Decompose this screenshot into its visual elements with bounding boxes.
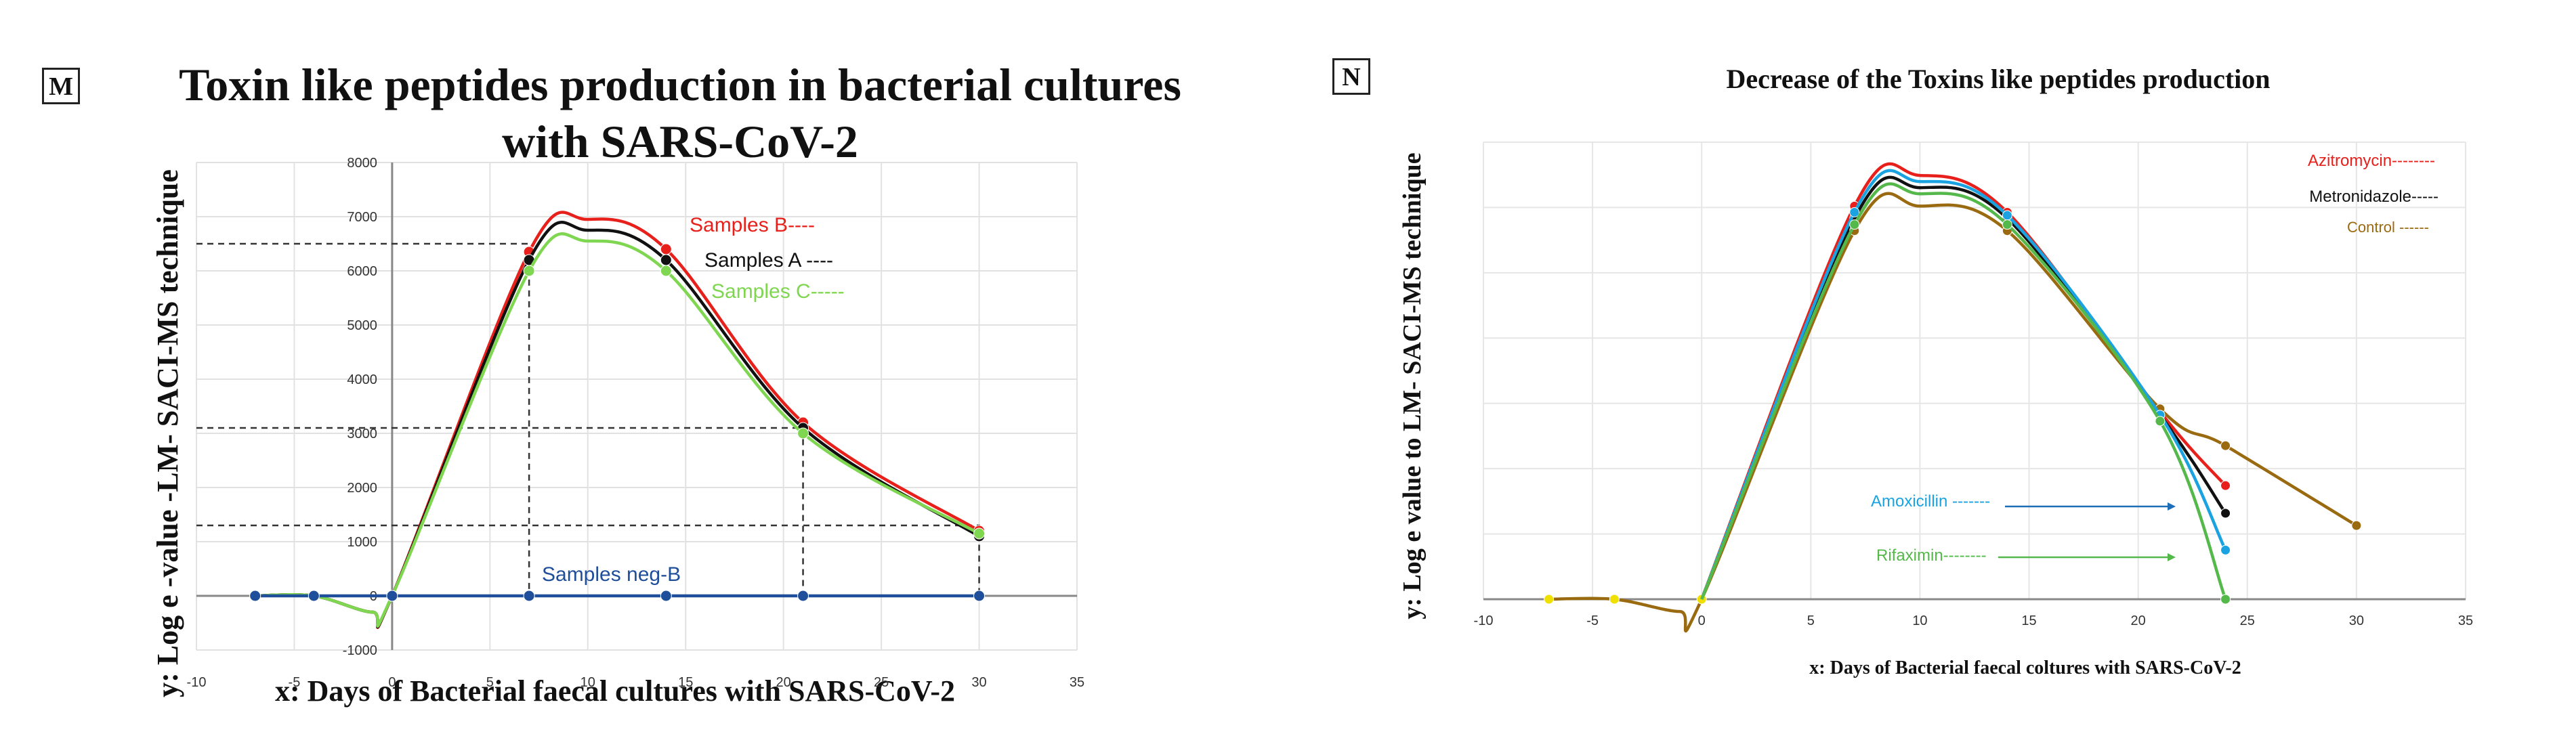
right-x-tick-label: 20 bbox=[2131, 613, 2146, 628]
left-y-tick-label: 7000 bbox=[347, 210, 377, 225]
left-point-s2 bbox=[523, 265, 535, 277]
left-x-axis-label: x: Days of Bacterial faecal cultures wit… bbox=[275, 674, 955, 708]
right-point-s2 bbox=[2351, 520, 2362, 531]
left-series-label: Samples neg-B bbox=[542, 563, 681, 586]
right-title: Decrease of the Toxins like peptides pro… bbox=[1726, 64, 2270, 94]
right-point-s0 bbox=[2220, 480, 2231, 491]
left-point-s2 bbox=[797, 427, 809, 439]
left-x-tick-label: 15 bbox=[678, 675, 693, 690]
right-arrowhead-rifaximin bbox=[2168, 553, 2176, 561]
left-x-tick-label: 25 bbox=[874, 675, 889, 690]
right-x-axis-label: x: Days of Bacterial faecal coltures wit… bbox=[1809, 657, 2241, 678]
right-point-s3 bbox=[2002, 210, 2012, 221]
left-x-tick-label: -10 bbox=[187, 675, 207, 690]
left-x-tick-label: 10 bbox=[580, 675, 595, 690]
left-y-tick-label: 4000 bbox=[347, 372, 377, 387]
left-y-tick-label: 2000 bbox=[347, 481, 377, 496]
left-point-s3 bbox=[308, 590, 320, 602]
right-series-label: Azitromycin-------- bbox=[2308, 152, 2435, 170]
left-y-tick-label: 1000 bbox=[347, 535, 377, 550]
right-y-axis-label: y: Log e value to LM- SACI-MS technique bbox=[1398, 152, 1427, 619]
left-series-line-2 bbox=[255, 232, 980, 628]
left-y-tick-label: -1000 bbox=[343, 643, 377, 658]
right-point-s1 bbox=[2220, 508, 2231, 519]
right-x-tick-label: -10 bbox=[1474, 613, 1494, 628]
left-series-label: Samples B---- bbox=[690, 214, 815, 236]
left-y-axis-label: y: Log e -value -LM- SACI-MS technique bbox=[151, 169, 184, 697]
right-point-s4 bbox=[2220, 594, 2231, 605]
right-series-label: Rifaximin-------- bbox=[1876, 546, 1987, 565]
left-reference-line bbox=[196, 242, 530, 596]
left-point-s3 bbox=[660, 590, 672, 602]
right-point-s2 bbox=[1609, 594, 1620, 605]
right-point-s4 bbox=[2002, 219, 2012, 230]
right-x-tick-label: 15 bbox=[2021, 613, 2036, 628]
left-y-tick-label: 8000 bbox=[347, 156, 377, 171]
right-series-line-2 bbox=[1548, 192, 2358, 633]
left-point-s1 bbox=[660, 254, 672, 266]
left-x-tick-label: 35 bbox=[1070, 675, 1084, 690]
right-series-label: Amoxicillin ------- bbox=[1871, 492, 1990, 511]
left-x-tick-label: -5 bbox=[289, 675, 301, 690]
left-point-s3 bbox=[386, 590, 398, 602]
panel-m-tag: M bbox=[42, 68, 80, 104]
right-x-tick-label: 30 bbox=[2349, 613, 2364, 628]
panel-n-tag: N bbox=[1332, 58, 1370, 95]
left-series-label: Samples A ---- bbox=[704, 249, 833, 272]
right-point-s4 bbox=[1849, 219, 1860, 230]
left-point-s0 bbox=[660, 243, 672, 255]
right-x-tick-label: -5 bbox=[1586, 613, 1599, 628]
right-point-s2 bbox=[2220, 440, 2231, 451]
right-arrowhead-amoxicillin bbox=[2168, 502, 2176, 511]
left-y-tick-label: 3000 bbox=[347, 427, 377, 441]
right-x-tick-label: 0 bbox=[1698, 613, 1706, 628]
left-x-tick-label: 5 bbox=[486, 675, 494, 690]
left-x-tick-label: 30 bbox=[971, 675, 986, 690]
left-point-s2 bbox=[660, 265, 672, 277]
left-x-tick-label: 0 bbox=[388, 675, 396, 690]
right-x-tick-label: 10 bbox=[1912, 613, 1927, 628]
left-y-tick-label: 5000 bbox=[347, 318, 377, 333]
right-point-s3 bbox=[1849, 207, 1860, 217]
right-chart-area: -10 -5 0 5 10 15 20 25 30 35 Azitromycin-------- Me… bbox=[1474, 142, 2473, 633]
right-point-s2 bbox=[1544, 594, 1555, 605]
left-chart-area: -10-505101520253035-10000100020003000400… bbox=[187, 156, 1085, 690]
left-point-s3 bbox=[797, 590, 809, 602]
left-point-s2 bbox=[973, 527, 986, 540]
right-series-label: Metronidazole----- bbox=[2309, 188, 2438, 206]
right-series-line-4 bbox=[1700, 182, 2227, 600]
left-title-line1: Toxin like peptides production in bacter… bbox=[179, 59, 1181, 110]
left-series-label: Samples C----- bbox=[711, 280, 845, 303]
left-title-line2: with SARS-CoV-2 bbox=[502, 116, 858, 167]
right-point-s3 bbox=[2220, 544, 2231, 555]
left-point-s3 bbox=[523, 590, 535, 602]
right-series-label: Control ------ bbox=[2347, 219, 2429, 236]
left-reference-line bbox=[196, 427, 804, 596]
right-x-tick-label: 35 bbox=[2458, 613, 2473, 628]
left-point-s3 bbox=[249, 590, 261, 602]
left-point-s3 bbox=[973, 590, 986, 602]
right-point-s4 bbox=[2155, 416, 2166, 427]
right-x-tick-label: 25 bbox=[2240, 613, 2255, 628]
left-x-tick-label: 20 bbox=[776, 675, 791, 690]
right-x-tick-label: 5 bbox=[1807, 613, 1815, 628]
left-y-tick-label: 6000 bbox=[347, 264, 377, 279]
